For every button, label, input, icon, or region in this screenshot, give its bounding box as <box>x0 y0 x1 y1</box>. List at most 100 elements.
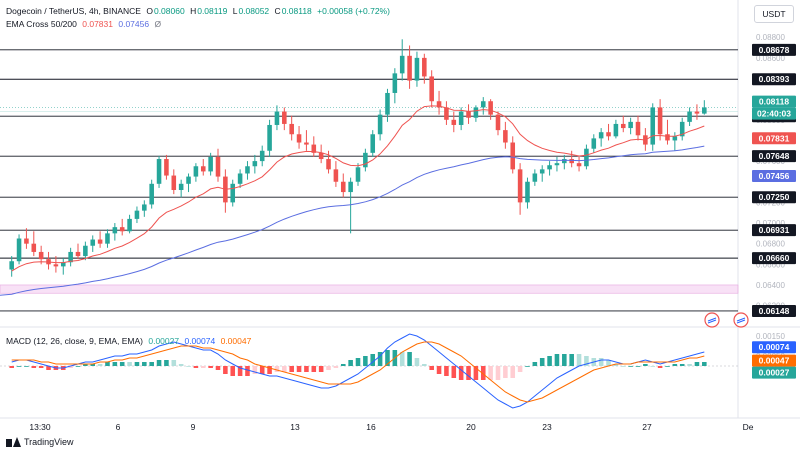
candle-body <box>112 227 118 234</box>
macd-histogram-bar <box>613 364 619 366</box>
candle-body <box>53 264 59 267</box>
macd-histogram-bar <box>119 362 125 366</box>
macd-histogram-bar <box>105 362 110 366</box>
macd-histogram-bar <box>318 366 324 372</box>
ema50-value: 0.07831 <box>82 19 113 29</box>
hist-price-label-box <box>752 366 796 379</box>
candle-body <box>75 251 81 257</box>
candle-body <box>9 261 14 270</box>
candle-body <box>97 239 103 244</box>
macd-histogram-bar <box>576 354 582 366</box>
candle-body <box>363 152 368 168</box>
candle-body <box>171 175 177 190</box>
time-axis: 13:30 6 9 13 16 20 23 27 De <box>29 422 753 432</box>
candle-body <box>289 123 294 135</box>
macd-histogram-bar <box>134 362 140 366</box>
level-price-label-box <box>752 252 796 265</box>
candle-body <box>60 262 66 267</box>
candle-body <box>517 169 523 203</box>
macd-histogram-bar <box>237 366 243 376</box>
macd-histogram-bar <box>377 352 383 366</box>
macd-histogram-bar <box>672 364 678 366</box>
macd-histogram-bar <box>252 366 258 374</box>
candle-body <box>370 134 376 153</box>
level-price-label-box <box>752 150 796 163</box>
time-tick-label: 23 <box>542 422 552 432</box>
macd-histogram-bar <box>296 366 302 372</box>
high-label: H <box>190 6 197 16</box>
level-price-label: 0.06148 <box>759 306 790 316</box>
macd-histogram-bar <box>46 366 51 370</box>
candle-body <box>547 165 552 170</box>
macd-tick-label: 0.00150 <box>756 332 785 341</box>
macd-histogram-bar <box>245 366 250 376</box>
change-value: +0.00058 (+0.72%) <box>317 6 390 16</box>
candle-body <box>252 161 258 167</box>
open-label: O <box>146 6 153 16</box>
ema-extra: Ø <box>154 19 162 29</box>
ema200-value: 0.07456 <box>118 19 150 29</box>
macd-histogram-bar <box>584 356 589 366</box>
candle-body <box>488 101 493 115</box>
candle-body <box>407 55 412 81</box>
macd-histogram-bar <box>75 366 81 367</box>
ema50-price-label: 0.07831 <box>759 133 790 143</box>
candle-body <box>164 159 169 176</box>
candle-body <box>620 123 626 129</box>
macd-histogram-bar <box>370 354 376 366</box>
candle-body <box>414 57 420 81</box>
macd-histogram-bar <box>657 366 663 368</box>
level-price-label-box <box>752 73 796 86</box>
macd-histogram-bar <box>31 366 37 368</box>
macd-histogram-bar <box>90 364 96 366</box>
hist-price-label: 0.00027 <box>759 368 790 378</box>
candle-body <box>532 173 538 182</box>
candle-body <box>628 121 633 129</box>
candle-body <box>392 73 398 93</box>
currency-button[interactable]: USDT <box>754 5 794 23</box>
candle-body <box>399 55 405 74</box>
candle-body <box>569 159 574 164</box>
signal-price-label: 0.00047 <box>759 356 790 366</box>
ema50-line <box>11 105 705 272</box>
candle-body <box>178 183 184 190</box>
low-label: L <box>232 6 238 16</box>
macd-histogram-bar <box>355 358 361 366</box>
macd-histogram-bar <box>547 356 552 366</box>
macd-histogram-bar <box>149 362 154 366</box>
macd-histogram-bar <box>643 364 648 366</box>
macd-histogram-bar <box>488 366 493 380</box>
candle-body <box>208 156 213 172</box>
candle-body <box>591 138 597 149</box>
ema-legend: EMA Cross 50/200 0.07831 0.07456 Ø <box>6 19 164 29</box>
candle-body <box>598 132 604 139</box>
event-icons <box>704 312 749 328</box>
close-value: 0.08118 <box>281 6 312 16</box>
candle-body <box>348 181 353 193</box>
macd-histogram-bar <box>679 364 685 366</box>
candle-body <box>539 169 545 174</box>
macd-histogram-bar <box>414 358 420 366</box>
candle-body <box>385 92 390 115</box>
ema50-price-label-box <box>752 132 796 145</box>
level-price-label: 0.07250 <box>759 192 790 202</box>
time-tick-label: 20 <box>466 422 476 432</box>
candle-body <box>422 57 427 77</box>
macd-histogram-bar <box>385 350 390 366</box>
macd-histogram-bar <box>598 358 604 366</box>
candle-body <box>444 107 449 120</box>
candle-body <box>156 159 162 184</box>
branding-text: TradingView <box>24 437 74 447</box>
macd-histogram-bar <box>694 362 700 366</box>
ema200-price-label-box <box>752 169 796 182</box>
level-price-label: 0.06931 <box>759 225 790 235</box>
macd-hist-value: 0.00027 <box>148 336 180 346</box>
macd-histogram-bar <box>399 352 405 366</box>
candle-body <box>451 119 457 125</box>
candle-body <box>584 148 589 167</box>
candle-body <box>68 251 73 263</box>
time-tick-label: 16 <box>366 422 376 432</box>
tradingview-branding[interactable]: TradingView <box>6 437 74 447</box>
close-label: C <box>274 6 281 16</box>
